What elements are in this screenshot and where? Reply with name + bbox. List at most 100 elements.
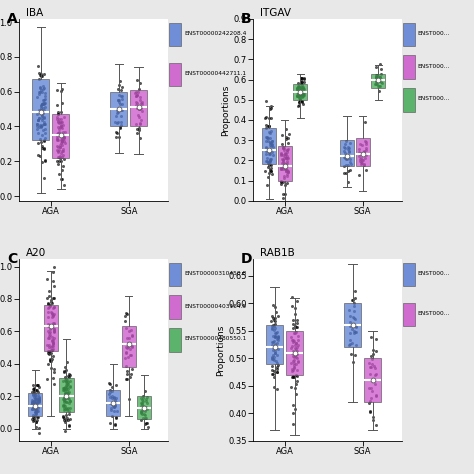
Point bbox=[273, 328, 281, 336]
Y-axis label: Proportions: Proportions bbox=[216, 324, 225, 375]
Point bbox=[36, 71, 44, 78]
Point bbox=[29, 386, 37, 393]
Point bbox=[265, 122, 273, 130]
Point bbox=[29, 401, 36, 408]
Point bbox=[283, 154, 290, 162]
Point bbox=[57, 157, 64, 165]
Point bbox=[54, 146, 61, 154]
Bar bbox=[286, 331, 303, 375]
Point bbox=[299, 92, 306, 100]
Point bbox=[271, 318, 279, 325]
Point bbox=[111, 401, 118, 409]
Point bbox=[107, 393, 114, 401]
Point bbox=[299, 83, 306, 91]
Point bbox=[54, 154, 62, 161]
Point bbox=[48, 337, 56, 345]
Point bbox=[106, 386, 114, 394]
Point bbox=[289, 352, 297, 360]
Point bbox=[132, 101, 140, 109]
Point bbox=[288, 293, 296, 301]
Point bbox=[46, 334, 53, 342]
Point bbox=[267, 167, 275, 174]
Point bbox=[30, 417, 37, 424]
Point bbox=[278, 177, 285, 185]
Point bbox=[63, 379, 70, 387]
Point bbox=[269, 148, 276, 156]
Point bbox=[122, 348, 130, 356]
Point bbox=[136, 105, 144, 112]
Point bbox=[44, 304, 52, 311]
Point bbox=[50, 282, 57, 290]
Point bbox=[61, 407, 68, 414]
Point bbox=[278, 181, 285, 188]
Point bbox=[284, 154, 292, 162]
Point bbox=[345, 152, 352, 159]
Point bbox=[292, 371, 300, 378]
Point bbox=[114, 129, 121, 137]
Point bbox=[35, 116, 42, 124]
Point bbox=[266, 156, 274, 164]
Bar bbox=[356, 138, 370, 166]
Point bbox=[271, 332, 278, 339]
Point bbox=[38, 111, 46, 119]
Point bbox=[61, 367, 68, 374]
Point bbox=[44, 349, 52, 356]
Point bbox=[45, 329, 53, 337]
Point bbox=[62, 389, 70, 397]
Point bbox=[50, 294, 58, 302]
Point bbox=[372, 365, 379, 372]
Point bbox=[128, 332, 136, 339]
Point bbox=[117, 121, 125, 129]
Point bbox=[128, 365, 136, 373]
Text: ENST000...: ENST000... bbox=[418, 31, 450, 36]
Point bbox=[50, 321, 58, 329]
Point bbox=[65, 407, 73, 415]
Text: C: C bbox=[7, 252, 18, 266]
Point bbox=[368, 388, 375, 395]
Point bbox=[33, 396, 40, 403]
Point bbox=[138, 100, 146, 108]
Point bbox=[293, 92, 301, 100]
Bar bbox=[28, 393, 42, 416]
Point bbox=[295, 101, 302, 109]
Point bbox=[124, 339, 132, 347]
Point bbox=[360, 149, 367, 156]
Point bbox=[65, 373, 73, 381]
Point bbox=[351, 303, 358, 310]
Point bbox=[268, 342, 275, 349]
Point bbox=[288, 302, 295, 310]
Point bbox=[61, 140, 68, 147]
Point bbox=[377, 78, 384, 85]
Point bbox=[132, 120, 140, 128]
Point bbox=[28, 415, 36, 423]
Point bbox=[283, 200, 290, 207]
Point bbox=[54, 116, 61, 123]
Point bbox=[40, 120, 48, 128]
Point bbox=[38, 107, 46, 115]
Point bbox=[357, 155, 365, 163]
Point bbox=[54, 118, 62, 125]
Point bbox=[110, 407, 118, 415]
Point bbox=[40, 115, 47, 122]
Point bbox=[141, 414, 149, 422]
Point bbox=[47, 357, 55, 365]
Point bbox=[62, 383, 69, 391]
Point bbox=[269, 321, 277, 329]
Point bbox=[282, 190, 289, 198]
Point bbox=[298, 83, 306, 91]
Bar bbox=[371, 73, 385, 88]
Point bbox=[274, 337, 282, 344]
Bar bbox=[169, 263, 182, 286]
Point bbox=[264, 157, 271, 165]
Point bbox=[57, 175, 65, 182]
Point bbox=[279, 144, 287, 151]
Point bbox=[362, 138, 370, 146]
Point bbox=[350, 327, 357, 335]
Point bbox=[55, 129, 62, 137]
Point bbox=[142, 388, 149, 395]
Point bbox=[41, 106, 48, 114]
Point bbox=[41, 103, 48, 111]
Point bbox=[64, 380, 72, 388]
Point bbox=[44, 360, 52, 367]
Point bbox=[351, 328, 359, 336]
